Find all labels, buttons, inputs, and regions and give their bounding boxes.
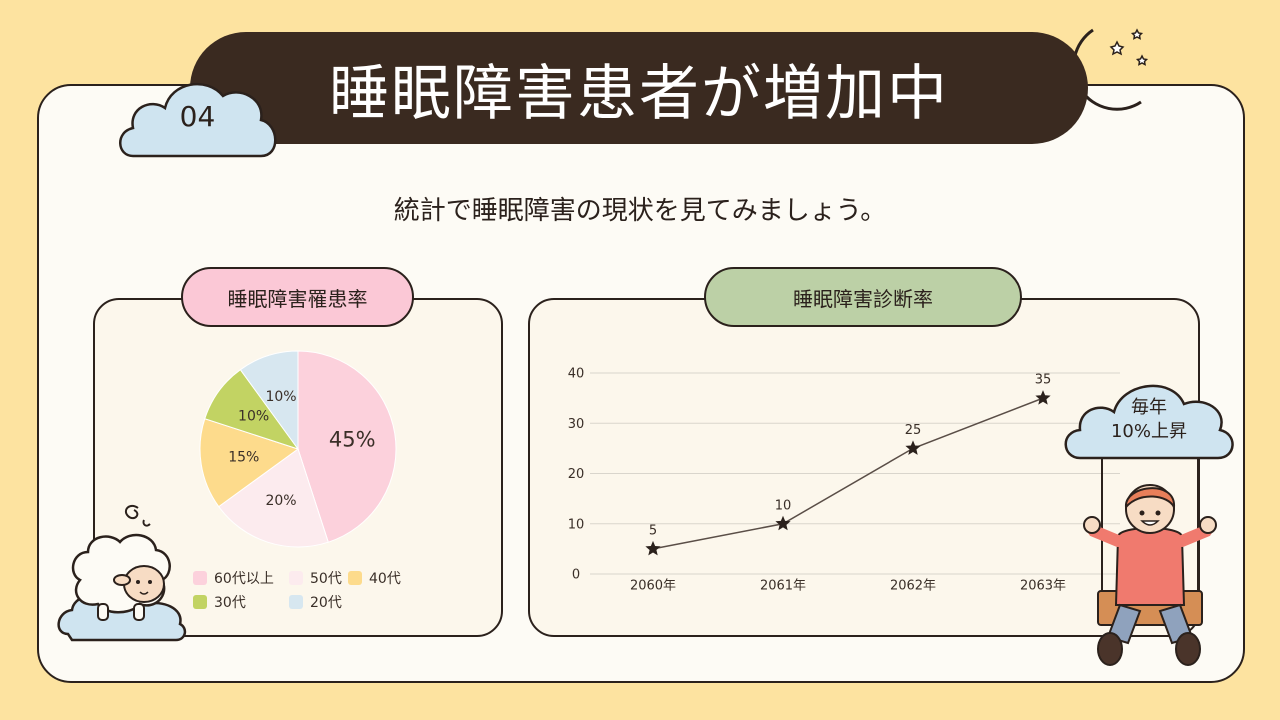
data-label: 25 [905, 423, 922, 438]
legend-swatch [289, 595, 303, 609]
legend-item: 40代 [348, 568, 401, 588]
data-point-star [645, 540, 661, 556]
line-chart-panel [528, 298, 1200, 637]
line-chart-label: 睡眠障害診断率 [704, 267, 1022, 327]
legend-label: 30代 [214, 595, 246, 611]
series-line [652, 397, 1044, 550]
data-label: 10 [775, 498, 792, 513]
data-point-star [1035, 390, 1051, 405]
section-number: 04 [179, 99, 216, 133]
pie-chart-label: 睡眠障害罹患率 [181, 267, 414, 327]
x-tick-label: 2063年 [1020, 579, 1066, 594]
pie-slice-label: 20% [265, 493, 296, 509]
legend-swatch [193, 595, 207, 609]
sheep-icon [57, 504, 187, 642]
y-tick-label: 40 [568, 367, 585, 382]
legend-item: 50代 [289, 568, 342, 588]
x-tick-label: 2062年 [890, 579, 936, 594]
y-tick-label: 20 [568, 467, 585, 482]
y-tick-label: 0 [572, 568, 580, 583]
pie-slice [297, 350, 397, 543]
growth-badge: 毎年 10%上昇 [1074, 396, 1224, 444]
badge-line1: 毎年 [1131, 397, 1167, 418]
y-tick-label: 10 [568, 517, 585, 532]
pie-slice [239, 350, 299, 451]
pie-slice-label: 10% [238, 409, 269, 425]
legend-item: 20代 [289, 592, 342, 612]
x-tick-label: 2060年 [630, 579, 676, 594]
legend-label: 60代以上 [214, 571, 274, 587]
y-tick-label: 30 [568, 417, 585, 432]
data-label: 5 [649, 523, 657, 538]
legend-swatch [348, 571, 362, 585]
child-on-swing-icon [1083, 455, 1217, 666]
legend-label: 50代 [310, 571, 342, 587]
legend-item: 30代 [193, 592, 246, 612]
pie-slice [199, 418, 300, 508]
data-label: 35 [1035, 373, 1052, 388]
pie-slice-label: 15% [228, 450, 259, 466]
title-bar [190, 32, 1088, 144]
legend-item: 60代以上 [193, 568, 274, 588]
badge-line2: 10%上昇 [1110, 421, 1187, 442]
cloud-icon [119, 82, 277, 158]
legend-swatch [289, 571, 303, 585]
cloud-badge-icon [1064, 384, 1234, 460]
legend-label: 20代 [310, 595, 342, 611]
pie-slice-label: 10% [265, 389, 296, 405]
data-point-star [905, 440, 921, 455]
legend-label: 40代 [369, 571, 401, 587]
data-point-star [775, 515, 791, 531]
pie-slice [218, 448, 329, 548]
x-tick-label: 2061年 [760, 579, 806, 594]
legend-swatch [193, 571, 207, 585]
subtitle: 統計で睡眠障害の現状を見てみましょう。 [393, 196, 887, 226]
page-title: 睡眠障害患者が増加中 [329, 58, 949, 129]
pie-slice-label: 45% [329, 427, 376, 451]
